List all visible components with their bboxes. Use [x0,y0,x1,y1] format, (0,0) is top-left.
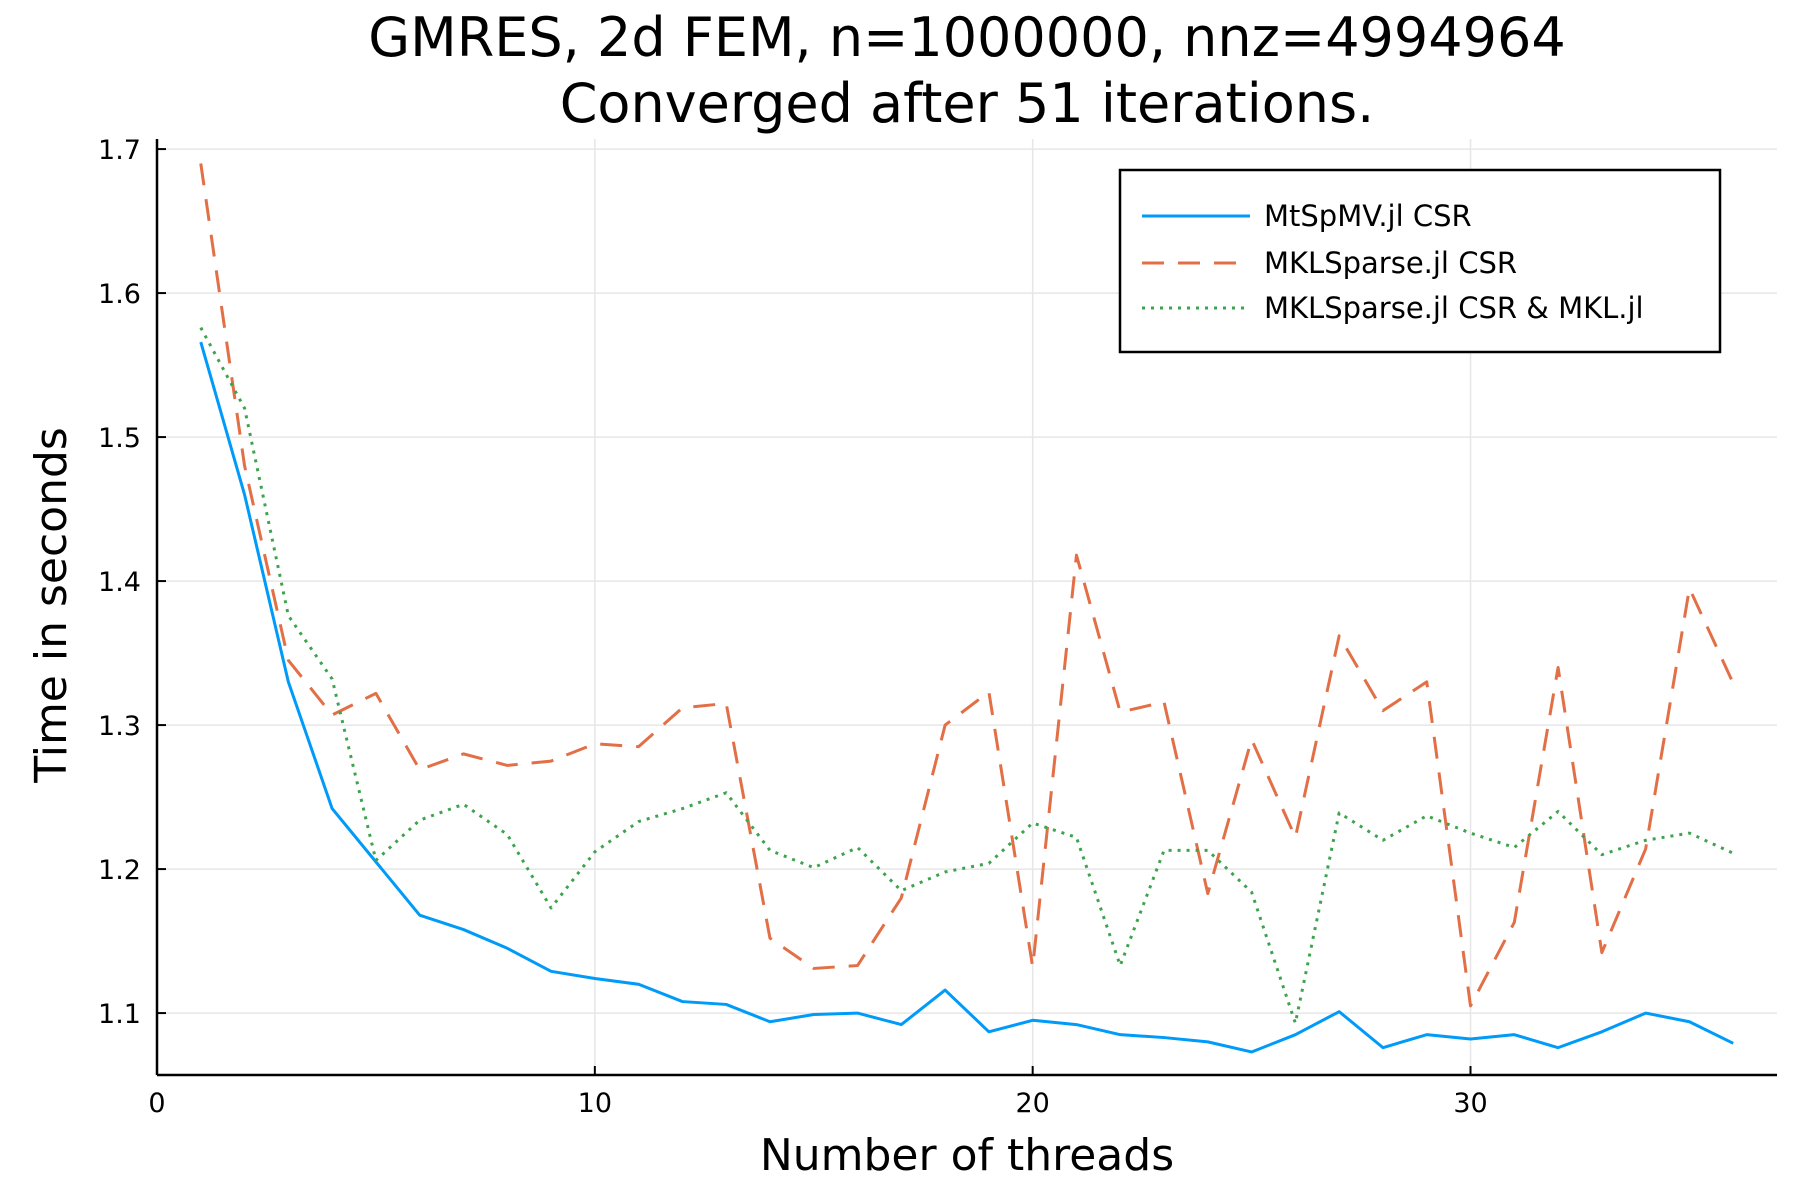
legend-label-mtspmv: MtSpMV.jl CSR [1264,199,1472,233]
tick-labels: 0 10 20 30 1.1 1.2 1.3 1.4 1.5 1.6 1.7 [98,135,1488,1119]
legend-box [1118,168,1722,354]
legend: MtSpMV.jl CSR MKLSparse.jl CSR MKLSparse… [1118,168,1722,354]
series-line-1 [199,163,1735,1008]
axes [155,139,1777,1077]
y-tick-label: 1.6 [98,279,141,310]
x-tick-label: 30 [1453,1088,1487,1119]
chart-title: GMRES, 2d FEM, n=1000000, nnz=4994964 [368,6,1565,69]
chart-subtitle: Converged after 51 iterations. [560,72,1375,135]
x-tick-label: 10 [578,1088,612,1119]
series-lines [199,163,1735,1054]
y-tick-label: 1.7 [98,135,141,166]
legend-label-mklsparse-mkl: MKLSparse.jl CSR & MKL.jl [1264,291,1644,325]
y-tick-label: 1.4 [98,567,141,598]
y-tick-label: 1.2 [98,855,141,886]
y-tick-label: 1.1 [98,999,141,1030]
x-axis-label: Number of threads [760,1130,1174,1181]
series-line-0 [199,341,1734,1054]
legend-label-mklsparse: MKLSparse.jl CSR [1264,246,1517,280]
x-tick-label: 0 [148,1088,165,1119]
y-tick-label: 1.5 [98,423,141,454]
y-tick-label: 1.3 [98,711,141,742]
y-axis-label: Time in seconds [26,427,77,784]
x-tick-label: 20 [1015,1088,1049,1119]
